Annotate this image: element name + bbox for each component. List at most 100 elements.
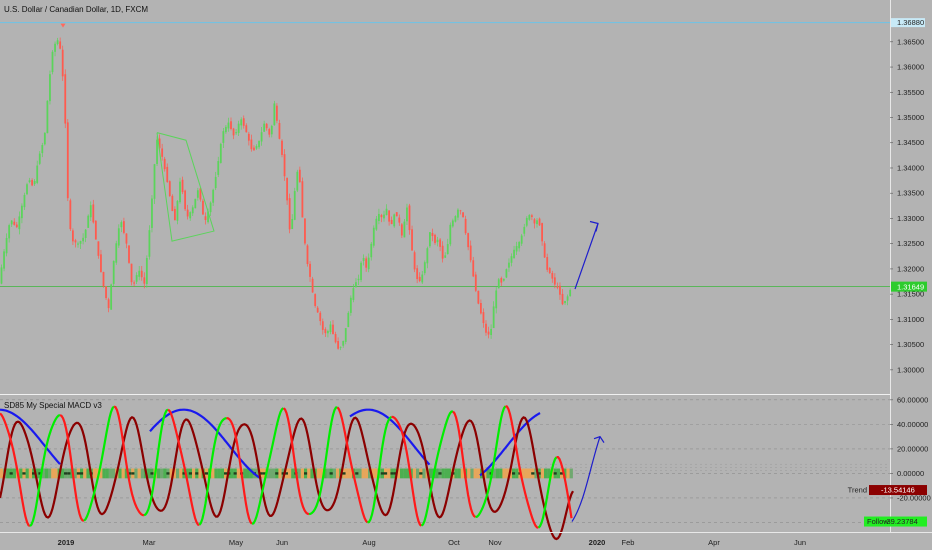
candle-body: [304, 218, 306, 244]
band-segment: [230, 468, 234, 479]
band-segment: [105, 468, 109, 479]
follow-segment: [83, 405, 115, 522]
band-segment: [25, 468, 29, 479]
candle-body: [344, 328, 347, 342]
band-segment: [502, 468, 506, 479]
band-signal: [166, 472, 170, 475]
time-axis[interactable]: 2019 Mar May Jun Aug Oct Nov 2020 Feb Apr Jun: [0, 532, 932, 548]
band-segment: [137, 468, 141, 479]
candle-body: [298, 169, 301, 183]
svg-text:Trend: Trend: [848, 486, 867, 495]
candle-body: [148, 230, 151, 257]
follow-segment: [226, 417, 253, 525]
band-signal: [9, 472, 13, 475]
candle-body: [265, 123, 268, 129]
band-signal: [512, 472, 516, 475]
candle-body: [355, 282, 357, 288]
band-segment: [336, 468, 340, 479]
band-segment: [540, 468, 545, 479]
band-segment: [348, 468, 353, 479]
candle-body: [168, 181, 171, 196]
band-signal: [38, 472, 42, 475]
time-axis-label: Mar: [143, 538, 156, 547]
band-segment: [192, 468, 196, 479]
candle-body: [130, 263, 133, 283]
time-axis-label: Aug: [362, 538, 375, 547]
candle-body: [151, 198, 153, 228]
band-segment: [515, 468, 519, 479]
candle-body: [490, 328, 492, 335]
band-segment: [396, 468, 401, 479]
candle-body: [184, 190, 186, 210]
band-segment: [268, 468, 273, 479]
candle-body: [487, 331, 490, 335]
candle-body: [69, 200, 72, 230]
candle-body: [13, 221, 16, 225]
candle-body: [553, 277, 556, 285]
candle-body: [219, 143, 222, 163]
candle-body: [362, 258, 365, 261]
follow-segment: [367, 415, 393, 524]
candle-body: [502, 278, 505, 281]
candle-body: [360, 262, 362, 281]
band-segment: [400, 468, 404, 479]
candle-body: [153, 164, 156, 199]
candle-body: [163, 158, 166, 170]
band-segment: [358, 468, 362, 479]
candle-body: [255, 146, 258, 149]
price-tick-label: 1.33000: [897, 214, 924, 223]
band-segment: [156, 468, 161, 479]
candle-body: [541, 223, 543, 242]
band-segment: [54, 468, 58, 479]
price-pane[interactable]: U.S. Dollar / Canadian Dollar, 1D, FXCM: [0, 0, 890, 394]
candle-body: [253, 147, 255, 151]
time-axis-label: 2020: [589, 538, 606, 547]
candle-body: [33, 181, 36, 185]
candle-body: [214, 176, 217, 189]
candle-body: [140, 270, 143, 278]
price-tick-label: 1.35000: [897, 113, 924, 122]
band-segment: [316, 468, 321, 479]
band-segment: [236, 468, 241, 479]
price-tick-label: 1.32000: [897, 264, 924, 273]
candle-body: [100, 254, 102, 272]
candle-body: [138, 270, 141, 277]
band-segment: [73, 468, 77, 479]
follow-segment: [143, 408, 169, 517]
candle-body: [523, 226, 526, 234]
candle-body: [0, 267, 3, 284]
band-segment: [476, 468, 481, 479]
candle-body: [472, 260, 475, 277]
price-scale[interactable]: 1.36500 1.36000 1.35500 1.35000 1.34500 1.340…: [890, 0, 932, 532]
band-segment: [246, 468, 250, 479]
candle-body: [431, 232, 434, 237]
band-signal: [304, 472, 308, 475]
band-segment: [28, 468, 33, 479]
candle-body: [482, 312, 485, 324]
candle-body: [296, 171, 299, 191]
candle-body: [270, 125, 273, 135]
band-segment: [44, 468, 49, 479]
band-segment: [217, 468, 221, 479]
candle-body: [240, 119, 243, 126]
candle-body: [418, 276, 421, 281]
band-segment: [473, 468, 477, 479]
candle-body: [174, 208, 176, 221]
candle-body: [548, 267, 551, 274]
candle-body: [332, 324, 334, 335]
band-segment: [374, 468, 378, 479]
price-tick-label: 1.35500: [897, 88, 924, 97]
candle-body: [64, 74, 67, 124]
band-segment: [99, 468, 103, 479]
band-segment: [454, 468, 458, 479]
candle-body: [347, 312, 350, 328]
candle-body: [357, 278, 360, 281]
candle-body: [528, 214, 531, 220]
candle-body: [204, 216, 207, 221]
band-segment: [278, 468, 282, 479]
macd-pane[interactable]: SD85 My Special MACD v3: [0, 399, 890, 541]
band-segment: [444, 468, 449, 479]
candle-body: [561, 293, 564, 305]
candle-body: [176, 200, 179, 221]
